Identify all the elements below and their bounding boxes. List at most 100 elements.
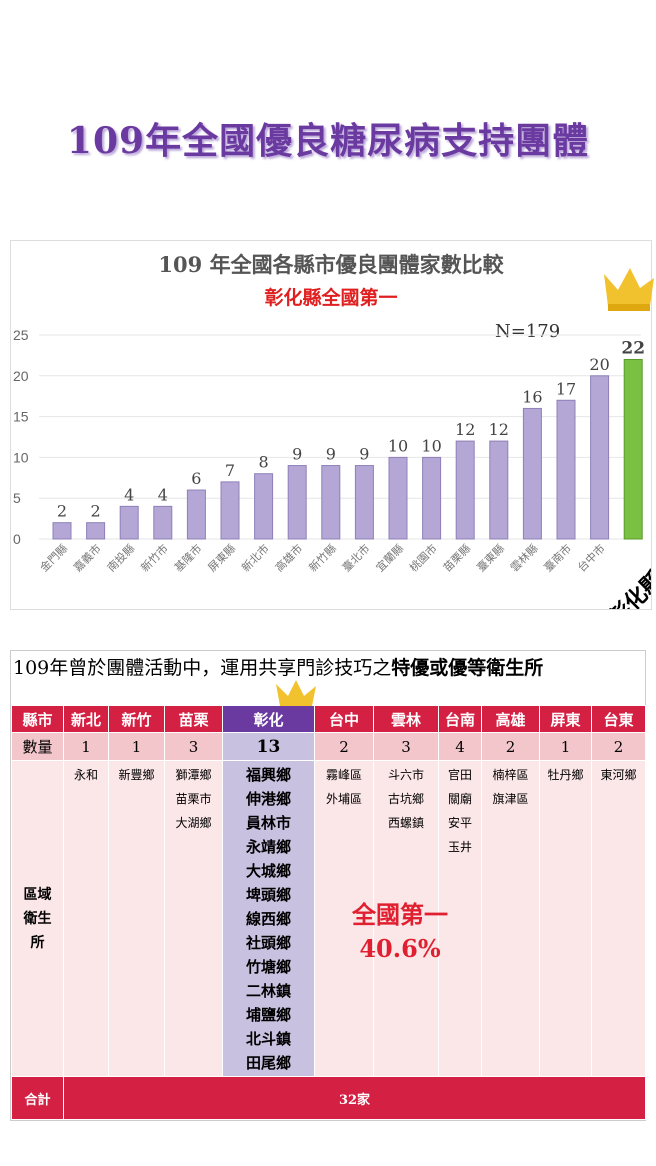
data-label: 9 xyxy=(326,445,336,464)
x-tick-label: 屏東縣 xyxy=(206,542,239,575)
bar xyxy=(354,465,374,540)
column-header: 台南 xyxy=(438,705,482,733)
count-cell: 2 xyxy=(591,732,646,761)
annotation-rank: 全國第一 xyxy=(352,900,448,929)
x-tick-label: 嘉義市 xyxy=(70,541,103,574)
x-tick-label: 雲林縣 xyxy=(507,541,540,574)
bar-chart: 109 年全國各縣市優良團體家數比較 彰化縣全國第一 N=179 0 5 10 15 2… xyxy=(10,240,652,610)
data-label: 7 xyxy=(225,461,235,480)
x-tick-label: 宜蘭縣 xyxy=(373,541,406,574)
header-label: 縣市 xyxy=(11,705,64,733)
y-tick-label: 5 xyxy=(13,490,21,506)
count-cell: 1 xyxy=(108,732,165,761)
column-header: 高雄 xyxy=(481,705,540,733)
x-tick-label: 彰化縣 xyxy=(604,566,651,609)
count-cell: 1 xyxy=(539,732,592,761)
bar xyxy=(220,481,240,540)
data-label: 8 xyxy=(259,453,269,472)
data-label: 4 xyxy=(158,485,168,504)
x-tick-label: 臺東縣 xyxy=(474,541,507,574)
data-label: 12 xyxy=(489,420,509,439)
caption-text: 109年曾於團體活動中，運用共享門診技巧之 xyxy=(13,657,392,679)
bar xyxy=(522,407,542,540)
clinic-list-cell: 斗六市 古坑鄉 西螺鎮 xyxy=(373,760,439,1077)
x-tick-label: 桃園市 xyxy=(406,541,439,574)
data-label: 2 xyxy=(91,502,101,521)
column-header: 彰化 xyxy=(222,705,315,733)
bar xyxy=(590,375,610,540)
crown-icon xyxy=(604,268,654,311)
x-tick-label: 基隆市 xyxy=(171,541,204,574)
x-tick-label: 臺南市 xyxy=(541,541,574,574)
bar xyxy=(153,505,173,540)
bar xyxy=(186,489,206,540)
data-label: 22 xyxy=(621,338,645,358)
total-label: 合計 xyxy=(11,1076,64,1120)
y-tick-label: 0 xyxy=(13,531,21,547)
x-tick-label: 新竹市 xyxy=(138,541,171,574)
area-label: 區域衛生所 xyxy=(11,760,64,1077)
clinic-list-cell: 東河鄉 xyxy=(591,760,646,1077)
page-title: 109年全國優良糖尿病支持團體 xyxy=(66,120,590,162)
bar xyxy=(86,522,106,540)
chart-subtitle: 彰化縣全國第一 xyxy=(264,287,398,309)
bar xyxy=(321,465,341,540)
column-header: 新北 xyxy=(63,705,109,733)
column-header: 雲林 xyxy=(373,705,439,733)
bar xyxy=(254,473,274,540)
crown-icon xyxy=(276,680,316,706)
count-cell: 3 xyxy=(164,732,223,761)
x-tick-label: 台中市 xyxy=(574,541,607,574)
bar xyxy=(119,505,139,540)
data-label: 20 xyxy=(589,355,609,374)
column-header: 苗栗 xyxy=(164,705,223,733)
x-tick-label: 金門縣 xyxy=(37,541,70,574)
clinic-list-cell: 新豐鄉 xyxy=(108,760,165,1077)
bar xyxy=(388,456,408,540)
data-label: 6 xyxy=(191,469,201,488)
count-cell: 4 xyxy=(438,732,482,761)
y-tick-label: 25 xyxy=(13,327,29,343)
bar xyxy=(623,358,643,540)
data-label: 10 xyxy=(421,436,441,455)
bar xyxy=(489,440,509,540)
clinic-list-cell: 官田 關廟 安平 玉井 xyxy=(438,760,482,1077)
clinic-list-cell: 福興鄉 伸港鄉 員林市 永靖鄉 大城鄉 埤頭鄉 線西鄉 社頭鄉 竹塘鄉 二林鎮 … xyxy=(222,760,315,1077)
caption-bold-text: 特優或優等衛生所 xyxy=(391,657,544,679)
x-tick-label: 臺北市 xyxy=(339,541,372,574)
top-rank-annotation: 全國第一 40.6% xyxy=(330,898,470,966)
health-center-table: 109年曾於團體活動中，運用共享門診技巧之特優或優等衛生所 縣市 新北 新竹 苗栗 彰化… xyxy=(10,650,646,1121)
data-label: 2 xyxy=(57,502,67,521)
bar xyxy=(287,465,307,540)
count-label: 數量 xyxy=(11,732,64,761)
y-tick-label: 15 xyxy=(13,409,29,425)
x-tick-label: 高雄市 xyxy=(272,541,305,574)
data-label: 16 xyxy=(522,387,542,406)
count-cell: 3 xyxy=(373,732,439,761)
column-header: 台東 xyxy=(591,705,646,733)
count-cell: 1 xyxy=(63,732,109,761)
count-cell: 2 xyxy=(314,732,374,761)
x-tick-label: 苗栗縣 xyxy=(441,542,474,575)
bar xyxy=(455,440,475,540)
count-cell: 2 xyxy=(481,732,540,761)
chart-title: 109 年全國各縣市優良團體家數比較 xyxy=(158,252,504,277)
clinic-list-cell: 永和 xyxy=(63,760,109,1077)
data-label: 9 xyxy=(359,445,369,464)
clinic-list-cell: 楠梓區 旗津區 xyxy=(481,760,540,1077)
x-tick-label: 南投縣 xyxy=(104,541,137,574)
data-label: 17 xyxy=(556,379,576,398)
column-header: 屏東 xyxy=(539,705,592,733)
bar xyxy=(422,456,442,540)
column-header: 台中 xyxy=(314,705,374,733)
x-tick-label: 新竹縣 xyxy=(306,541,339,574)
count-cell: 13 xyxy=(222,732,315,761)
clinic-list-cell: 牡丹鄉 xyxy=(539,760,592,1077)
data-label: 4 xyxy=(124,485,134,504)
clinic-list-cell: 霧峰區 外埔區 xyxy=(314,760,374,1077)
y-tick-label: 20 xyxy=(13,368,29,384)
table-caption: 109年曾於團體活動中，運用共享門診技巧之特優或優等衛生所 xyxy=(11,651,645,705)
data-label: 10 xyxy=(388,436,408,455)
sample-size-annotation: N=179 xyxy=(495,321,561,342)
x-tick-label: 新北市 xyxy=(238,541,271,574)
